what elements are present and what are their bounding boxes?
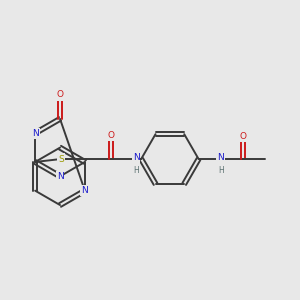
Text: N: N <box>57 172 63 181</box>
Text: O: O <box>56 91 64 100</box>
Text: N: N <box>32 129 38 138</box>
Text: N: N <box>82 186 88 195</box>
Text: H: H <box>133 166 139 175</box>
Text: O: O <box>239 132 246 141</box>
Text: H: H <box>218 166 224 175</box>
Text: N: N <box>133 153 140 162</box>
Text: S: S <box>58 154 64 164</box>
Text: O: O <box>107 130 115 140</box>
Text: N: N <box>217 153 224 162</box>
